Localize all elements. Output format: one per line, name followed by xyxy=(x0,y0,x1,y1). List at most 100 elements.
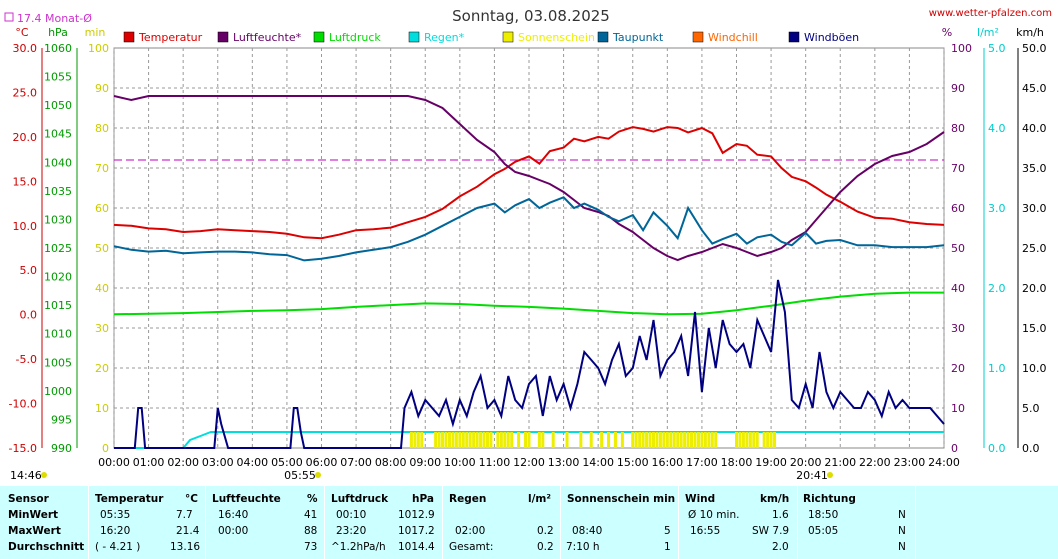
left-marker-icon xyxy=(41,472,47,478)
temp-tick-label: 25.0 xyxy=(13,86,38,99)
sun-tick-label: 0 xyxy=(102,442,109,455)
sunshine-bar xyxy=(472,432,476,448)
temp-time: 05:35 xyxy=(100,509,131,521)
x-tick-label: 13:00 xyxy=(548,456,580,469)
dir-value: N xyxy=(898,525,906,537)
axis-unit-label: hPa xyxy=(48,26,68,39)
pressure-tick-label: 1030 xyxy=(44,213,72,226)
sunshine-bar xyxy=(773,432,777,448)
legend-swatch xyxy=(502,31,514,43)
axis-unit-label: °C xyxy=(15,26,29,39)
wind-time: Ø 10 min. xyxy=(688,509,740,521)
sun-tick-label: 40 xyxy=(95,282,109,295)
x-tick-label: 01:00 xyxy=(133,456,165,469)
x-tick-label: 05:00 xyxy=(271,456,303,469)
legend-swatch xyxy=(692,31,704,43)
sunshine-bar xyxy=(600,432,604,448)
sunshine-bar xyxy=(648,432,652,448)
sunshine-bar xyxy=(714,432,718,448)
sunshine-bar xyxy=(662,432,666,448)
rain-tick-label: 1.0 xyxy=(988,362,1006,375)
sunshine-bar xyxy=(454,432,458,448)
legend-label: Luftfeuchte* xyxy=(233,31,302,44)
sun-time: 7:10 h xyxy=(566,541,600,553)
x-tick-label: 00:00 xyxy=(98,456,130,469)
sun-tick-label: 90 xyxy=(95,82,109,95)
sunshine-bar xyxy=(683,432,687,448)
legend-swatch xyxy=(313,31,325,43)
temp-tick-label: 30.0 xyxy=(13,42,38,55)
series-line-temp xyxy=(113,196,945,262)
hdr-dir: Richtung xyxy=(803,493,856,505)
legend-label: Regen* xyxy=(424,31,465,44)
temp-value: 13.16 xyxy=(170,541,201,553)
sun-value: 1 xyxy=(664,541,671,553)
pressure-tick-label: 990 xyxy=(51,442,72,455)
sunshine-bar xyxy=(693,432,697,448)
x-tick-label: 12:00 xyxy=(513,456,545,469)
temp-tick-label: 10.0 xyxy=(13,220,38,233)
sunshine-bar xyxy=(517,432,521,448)
sunshine-bar xyxy=(755,432,759,448)
sunshine-bar xyxy=(437,432,441,448)
wind-tick-label: 0.0 xyxy=(1022,442,1040,455)
stats-table: Sensor Temperatur °C Luftfeuchte % Luftd… xyxy=(0,486,1058,559)
sunshine-bar xyxy=(496,432,500,448)
sunshine-bar xyxy=(686,432,690,448)
sun-tick-label: 50 xyxy=(95,242,109,255)
sunshine-bar xyxy=(752,432,756,448)
legend-label: Temperatur xyxy=(138,31,203,44)
sunshine-bar xyxy=(631,432,635,448)
x-tick-label: 02:00 xyxy=(167,456,199,469)
sunshine-bar xyxy=(655,432,659,448)
dir-value: N xyxy=(898,509,906,521)
temp-tick-label: 0.0 xyxy=(20,309,38,322)
sunshine-bar xyxy=(620,432,624,448)
hum-time: 00:00 xyxy=(218,525,249,537)
sunshine-bar xyxy=(461,432,465,448)
chart-title: Sonntag, 03.08.2025 xyxy=(452,7,610,25)
rain-value: 0.2 xyxy=(537,525,554,537)
hdr-hum: Luftfeuchte xyxy=(212,493,281,505)
sunshine-bar xyxy=(486,432,489,448)
hum-value: 73 xyxy=(304,541,318,553)
sunshine-bar xyxy=(748,432,752,448)
wind-tick-label: 20.0 xyxy=(1022,282,1047,295)
sunshine-bar xyxy=(741,432,745,448)
hdr-wind-unit: km/h xyxy=(760,493,790,505)
x-tick-label: 06:00 xyxy=(306,456,338,469)
sunshine-bar xyxy=(641,432,645,448)
weather-chart: 30.0 25.0 20.0 15.0 10.0 5.0 0.0 -5.0 -10.0 -15.0… xyxy=(4,7,1052,482)
sunshine-bar xyxy=(700,432,704,448)
legend-swatch xyxy=(217,31,229,43)
row-label: MaxWert xyxy=(8,525,61,537)
sunshine-bar xyxy=(441,432,445,448)
sunshine-bar xyxy=(690,432,694,448)
wind-value: SW 7.9 xyxy=(752,525,790,537)
legend-label: Windchill xyxy=(708,31,758,44)
press-time: 00:10 xyxy=(336,509,367,521)
temp-tick-label: -5.0 xyxy=(16,353,37,366)
sunshine-bar xyxy=(506,432,510,448)
temp-tick-label: 5.0 xyxy=(20,264,38,277)
series-line-temp xyxy=(113,126,945,240)
hdr-press-unit: hPa xyxy=(412,493,434,505)
sunshine-bar xyxy=(468,432,472,448)
sunshine-bar xyxy=(579,432,583,448)
x-tick-label: 08:00 xyxy=(375,456,407,469)
sunrise-label: 05:55 xyxy=(284,469,316,482)
sunshine-bar xyxy=(669,432,673,448)
wind-tick-label: 25.0 xyxy=(1022,242,1047,255)
humidity-tick-label: 0 xyxy=(951,442,958,455)
temp-time: 16:20 xyxy=(100,525,131,537)
rain-time: Gesamt: xyxy=(449,541,494,553)
sunshine-bar xyxy=(634,432,638,448)
axis-unit-label: km/h xyxy=(1016,26,1044,39)
x-tick-label: 10:00 xyxy=(444,456,476,469)
axis-unit-label: min xyxy=(85,26,106,39)
temp-time: ( - 4.21 ) xyxy=(95,541,141,553)
axis-unit-label: % xyxy=(942,26,952,39)
pressure-tick-label: 1040 xyxy=(44,156,72,169)
pressure-tick-label: 1005 xyxy=(44,356,72,369)
sunshine-bar xyxy=(703,432,707,448)
